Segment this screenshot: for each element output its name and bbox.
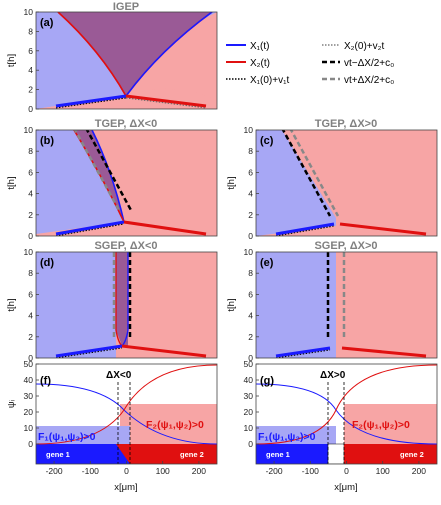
panel-g-ytick-label: 30 xyxy=(244,391,254,401)
legend: X₁(t) X₂(t) X₁(0)+v₁t X₂(0)+v₂t vt−ΔX/2+… xyxy=(226,41,394,86)
panel-e-title: SGEP, ΔX>0 xyxy=(314,240,377,252)
panel-c-ytick-label: 0 xyxy=(248,231,253,241)
panel-e-ytick-label: 4 xyxy=(248,311,253,321)
panel-f: (f) ΔX<0 F₂(ψ₁,ψ₂)>0 F₁(ψ₁,ψ₂)>0 gene 1 … xyxy=(35,363,218,465)
panel-e-ytick-label: 0 xyxy=(248,353,253,363)
panel-e-ylabel: t[h] xyxy=(226,298,237,311)
panel-f-ytick-label: 50 xyxy=(24,359,34,369)
panel-c-ytick-label: 4 xyxy=(248,189,253,199)
panel-b-ylabel: t[h] xyxy=(6,176,17,189)
panel-f-xlabel: x[μm] xyxy=(114,482,137,493)
panel-g-ytick-label: 50 xyxy=(244,359,254,369)
panel-d-ytick-label: 4 xyxy=(28,311,33,321)
panel-g-gene2: gene 2 xyxy=(400,450,424,459)
panel-a-label: (a) xyxy=(40,17,54,29)
panel-e-ytick-label: 10 xyxy=(244,247,254,257)
panel-b-ytick-label: 2 xyxy=(28,210,33,220)
legend-x2: X₂(t) xyxy=(250,58,270,69)
panel-d-ytick-label: 0 xyxy=(28,353,33,363)
panel-d-ytick-label: 8 xyxy=(28,268,33,278)
legend-x1v: X₁(0)+v₁t xyxy=(250,75,289,86)
panel-a-ylabel: t[h] xyxy=(6,54,17,67)
panel-f-gene1: gene 1 xyxy=(46,450,70,459)
panel-f-ytick-label: 40 xyxy=(24,375,34,385)
panel-g-region-f2: F₂(ψ₁,ψ₂)>0 xyxy=(352,419,410,431)
panel-f-xtick-label: 100 xyxy=(156,466,170,476)
panel-g-region-f1: F₁(ψ₁,ψ₂)>0 xyxy=(258,431,316,443)
panel-g-xtick-label: 0 xyxy=(344,466,349,476)
panel-g-gene1: gene 1 xyxy=(266,450,290,459)
panel-b-title: TGEP, ΔX<0 xyxy=(95,118,157,130)
panel-g-ytick-label: 20 xyxy=(244,407,254,417)
panel-f-region-f2: F₂(ψ₁,ψ₂)>0 xyxy=(146,419,204,431)
panel-g-dx: ΔX>0 xyxy=(320,370,346,381)
panel-b-ytick-label: 6 xyxy=(28,167,33,177)
panel-b-ytick-label: 10 xyxy=(24,125,34,135)
panel-f-gene2: gene 2 xyxy=(180,450,204,459)
panel-e-ytick-label: 8 xyxy=(248,268,253,278)
panel-f-xtick-label: 200 xyxy=(192,466,206,476)
panel-c-title: TGEP, ΔX>0 xyxy=(315,118,377,130)
panel-f-xtick-label: 0 xyxy=(124,466,129,476)
panel-f-xtick-label: -100 xyxy=(82,466,99,476)
panel-g-xtick-label: 100 xyxy=(376,466,390,476)
panel-g-ytick-label: 40 xyxy=(244,375,254,385)
legend-vtp: vt+ΔX/2+c₀ xyxy=(344,75,394,86)
panel-d-ytick-label: 6 xyxy=(28,289,33,299)
panel-d-ylabel: t[h] xyxy=(6,298,17,311)
panel-f-ytick-label: 20 xyxy=(24,407,34,417)
panel-b: TGEP, ΔX<0 (b) xyxy=(35,118,218,237)
panel-d-ytick-label: 2 xyxy=(28,332,33,342)
panel-f-ylabel: ψᵢ xyxy=(6,399,17,408)
panel-c-ytick-label: 6 xyxy=(248,167,253,177)
panel-b-label: (b) xyxy=(40,135,54,147)
panel-a-ytick-label: 10 xyxy=(24,7,34,17)
panel-c-ytick-label: 2 xyxy=(248,210,253,220)
panel-a-ytick-label: 0 xyxy=(28,104,33,114)
panel-c-ytick-label: 8 xyxy=(248,146,253,156)
panel-d-label: (d) xyxy=(40,257,54,269)
panel-e-ytick-label: 2 xyxy=(248,332,253,342)
panel-f-region-f1: F₁(ψ₁,ψ₂)>0 xyxy=(38,431,96,443)
panel-e-ytick-label: 6 xyxy=(248,289,253,299)
panel-e: SGEP, ΔX>0 (e) xyxy=(255,240,438,359)
panel-d: SGEP, ΔX<0 (d) xyxy=(35,240,218,359)
panel-a-ytick-label: 4 xyxy=(28,65,33,75)
panel-d-ytick-label: 10 xyxy=(24,247,34,257)
panel-g-xtick-label: -100 xyxy=(302,466,319,476)
panel-f-label: (f) xyxy=(40,375,51,387)
panel-a-ytick-label: 8 xyxy=(28,26,33,36)
panel-g: (g) ΔX>0 F₂(ψ₁,ψ₂)>0 F₁(ψ₁,ψ₂)>0 gene 1 … xyxy=(255,363,438,465)
axes: 0 2 4 6 8 10 t[h] 0 2 4 6 8 10 t[h] 0 2 4 6 8 10 t[h] 0 2 4 6 8 10… xyxy=(6,7,426,493)
panel-f-dx: ΔX<0 xyxy=(106,370,132,381)
legend-vtm: vt−ΔX/2+c₀ xyxy=(344,58,394,69)
panel-c-label: (c) xyxy=(260,135,274,147)
panel-g-xtick-label: 200 xyxy=(412,466,426,476)
panel-a-ytick-label: 2 xyxy=(28,85,33,95)
panel-a: IGEP (a) xyxy=(35,1,218,110)
legend-x1: X₁(t) xyxy=(250,41,269,52)
panel-c-ylabel: t[h] xyxy=(226,176,237,189)
legend-x2v: X₂(0)+v₂t xyxy=(344,41,384,52)
panel-c-ytick-label: 10 xyxy=(244,125,254,135)
panel-g-ytick-label: 10 xyxy=(244,423,254,433)
panel-e-label: (e) xyxy=(260,257,274,269)
panel-b-ytick-label: 4 xyxy=(28,189,33,199)
panel-f-xtick-label: -200 xyxy=(46,466,63,476)
panel-b-ytick-label: 8 xyxy=(28,146,33,156)
panel-b-ytick-label: 0 xyxy=(28,231,33,241)
panel-f-ytick-label: 0 xyxy=(28,439,33,449)
panel-g-label: (g) xyxy=(260,375,274,387)
panel-a-ytick-label: 6 xyxy=(28,46,33,56)
panel-f-ytick-label: 10 xyxy=(24,423,34,433)
panel-a-title: IGEP xyxy=(113,1,139,13)
panel-c: TGEP, ΔX>0 (c) xyxy=(255,118,438,237)
panel-g-xlabel: x[μm] xyxy=(334,482,357,493)
panel-d-title: SGEP, ΔX<0 xyxy=(94,240,157,252)
panel-g-ytick-label: 0 xyxy=(248,439,253,449)
panel-f-ytick-label: 30 xyxy=(24,391,34,401)
panel-g-xtick-label: -200 xyxy=(266,466,283,476)
